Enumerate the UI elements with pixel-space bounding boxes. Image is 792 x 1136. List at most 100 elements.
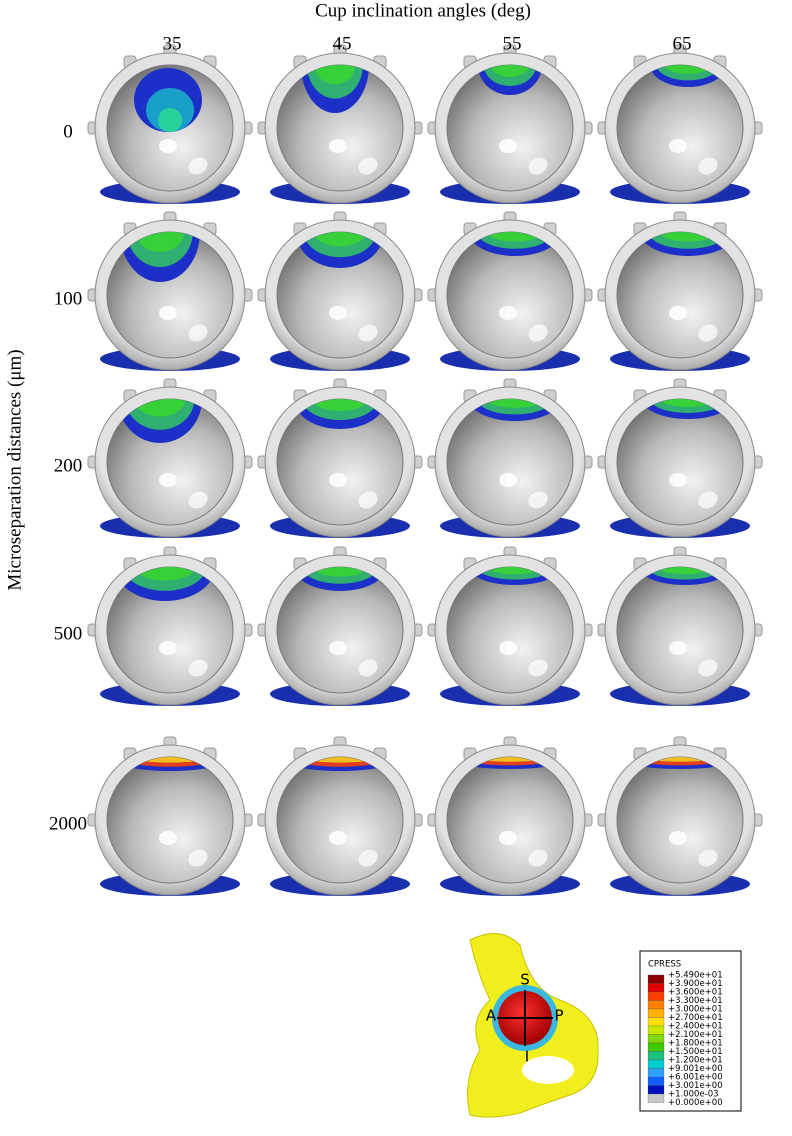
legend-label: +3.900e+01 bbox=[668, 979, 723, 989]
cup bbox=[257, 546, 423, 706]
highlight bbox=[528, 157, 548, 175]
patch-core bbox=[314, 65, 356, 85]
row-label: 0 bbox=[63, 121, 73, 142]
cup bbox=[427, 546, 593, 706]
legend-swatch bbox=[647, 1068, 665, 1078]
column-label: 45 bbox=[333, 33, 352, 54]
cup bbox=[427, 211, 593, 371]
highlight bbox=[358, 324, 378, 342]
patch-core bbox=[134, 399, 186, 417]
contact-patch bbox=[294, 399, 386, 429]
legend-label: +1.000e-03 bbox=[668, 1090, 719, 1100]
highlight bbox=[698, 659, 718, 677]
highlight bbox=[499, 306, 517, 320]
row-title: Microseparation distances (μm) bbox=[4, 349, 25, 590]
highlight bbox=[358, 491, 378, 509]
cup bbox=[87, 44, 253, 204]
row-label: 200 bbox=[54, 455, 83, 476]
contact-patch bbox=[640, 232, 736, 256]
patch-mid bbox=[650, 399, 726, 413]
cup bbox=[597, 44, 763, 204]
contact-patch bbox=[301, 65, 369, 113]
legend: CPRESS +5.490e+01+3.900e+01+3.600e+01+3.… bbox=[639, 950, 742, 1112]
cup-bowl bbox=[106, 756, 234, 884]
row-label: 2000 bbox=[49, 813, 87, 834]
contact-patch bbox=[478, 65, 542, 95]
contact-patch bbox=[294, 567, 386, 591]
contact-patch bbox=[296, 232, 384, 268]
patch-core bbox=[659, 232, 717, 242]
highlight bbox=[188, 324, 208, 342]
legend-label: +3.600e+01 bbox=[668, 988, 723, 998]
cup bbox=[597, 736, 763, 896]
legend-label: +0.000e+00 bbox=[668, 1098, 723, 1108]
highlight bbox=[358, 849, 378, 867]
contact-patch bbox=[642, 399, 734, 419]
column-label: 55 bbox=[503, 33, 522, 54]
patch-core bbox=[158, 108, 182, 132]
legend-label: +3.300e+01 bbox=[668, 996, 723, 1006]
highlight bbox=[669, 306, 687, 320]
legend-swatch bbox=[647, 991, 665, 1001]
patch-core bbox=[660, 399, 716, 407]
legend-label: +3.000e+01 bbox=[668, 1005, 723, 1015]
highlight bbox=[669, 473, 687, 487]
patch-mid bbox=[648, 232, 728, 249]
cup-bowl bbox=[276, 756, 404, 884]
highlight bbox=[188, 849, 208, 867]
foramen bbox=[522, 1056, 574, 1084]
direction-label: A bbox=[486, 1007, 497, 1025]
legend-swatch bbox=[647, 1034, 665, 1044]
cup bbox=[87, 736, 253, 896]
highlight bbox=[159, 641, 177, 655]
contact-patch bbox=[134, 68, 202, 132]
cup bbox=[427, 736, 593, 896]
legend-label: +1.800e+01 bbox=[668, 1039, 723, 1049]
legend-label: +2.400e+01 bbox=[668, 1022, 723, 1032]
cup bbox=[87, 378, 253, 538]
highlight bbox=[159, 831, 177, 845]
cup bbox=[257, 378, 423, 538]
cup bbox=[597, 546, 763, 706]
cup bbox=[87, 211, 253, 371]
highlight bbox=[188, 659, 208, 677]
highlight bbox=[188, 491, 208, 509]
legend-title: CPRESS bbox=[648, 960, 681, 970]
highlight bbox=[329, 139, 347, 153]
cup-grid bbox=[87, 44, 763, 896]
cup bbox=[257, 211, 423, 371]
patch-core bbox=[657, 567, 713, 575]
cup bbox=[257, 736, 423, 896]
cup bbox=[427, 378, 593, 538]
highlight bbox=[329, 306, 347, 320]
legend-swatch bbox=[647, 974, 665, 984]
legend-swatch bbox=[647, 1042, 665, 1052]
highlight bbox=[499, 139, 517, 153]
legend-swatch bbox=[647, 1085, 665, 1095]
highlight bbox=[159, 306, 177, 320]
cup-bowl bbox=[446, 756, 574, 884]
pelvis: S A P I bbox=[467, 933, 599, 1118]
direction-label: I bbox=[525, 1048, 529, 1066]
row-label: 500 bbox=[54, 623, 83, 644]
legend-label: +3.001e+00 bbox=[668, 1081, 723, 1091]
highlight bbox=[528, 849, 548, 867]
legend-swatch bbox=[647, 1076, 665, 1086]
highlight bbox=[698, 849, 718, 867]
highlight bbox=[159, 473, 177, 487]
legend-swatch bbox=[647, 1059, 665, 1069]
highlight bbox=[698, 491, 718, 509]
legend-label: +5.490e+01 bbox=[668, 971, 723, 981]
patch-core bbox=[487, 232, 543, 242]
highlight bbox=[188, 157, 208, 175]
legend-label: +2.100e+01 bbox=[668, 1030, 723, 1040]
highlight bbox=[669, 831, 687, 845]
legend-swatch bbox=[647, 1017, 665, 1027]
highlight bbox=[669, 641, 687, 655]
patch-mid bbox=[483, 65, 537, 86]
highlight bbox=[499, 473, 517, 487]
patch-core bbox=[312, 567, 368, 577]
column-label: 65 bbox=[673, 33, 692, 54]
highlight bbox=[358, 157, 378, 175]
